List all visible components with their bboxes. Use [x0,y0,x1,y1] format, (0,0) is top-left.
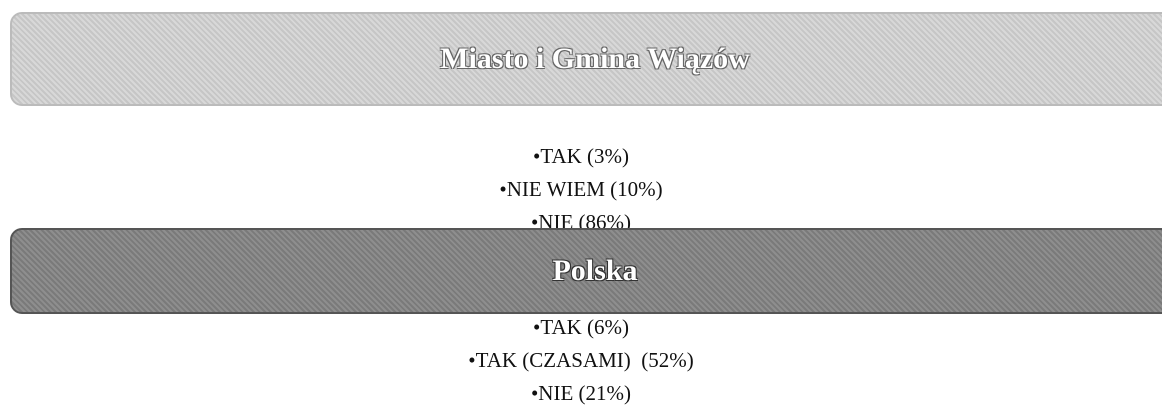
section-header: Miasto i Gmina Wiązów [10,12,1162,106]
list-item: •TAK (6%) [532,315,630,339]
list-item: •TAK (CZASAMI) (52%) [468,348,694,372]
list-item: •NIE (21%) [530,381,632,405]
list-item: •TAK (3%) [532,144,630,168]
item-list: •TAK (3%) •NIE WIEM (10%) •NIE (86%) [0,140,1162,239]
section-header: Polska [10,228,1162,314]
list-item: •NIE WIEM (10%) [499,177,663,201]
item-list: •TAK (6%) •TAK (CZASAMI) (52%) •NIE (21%… [0,311,1162,410]
